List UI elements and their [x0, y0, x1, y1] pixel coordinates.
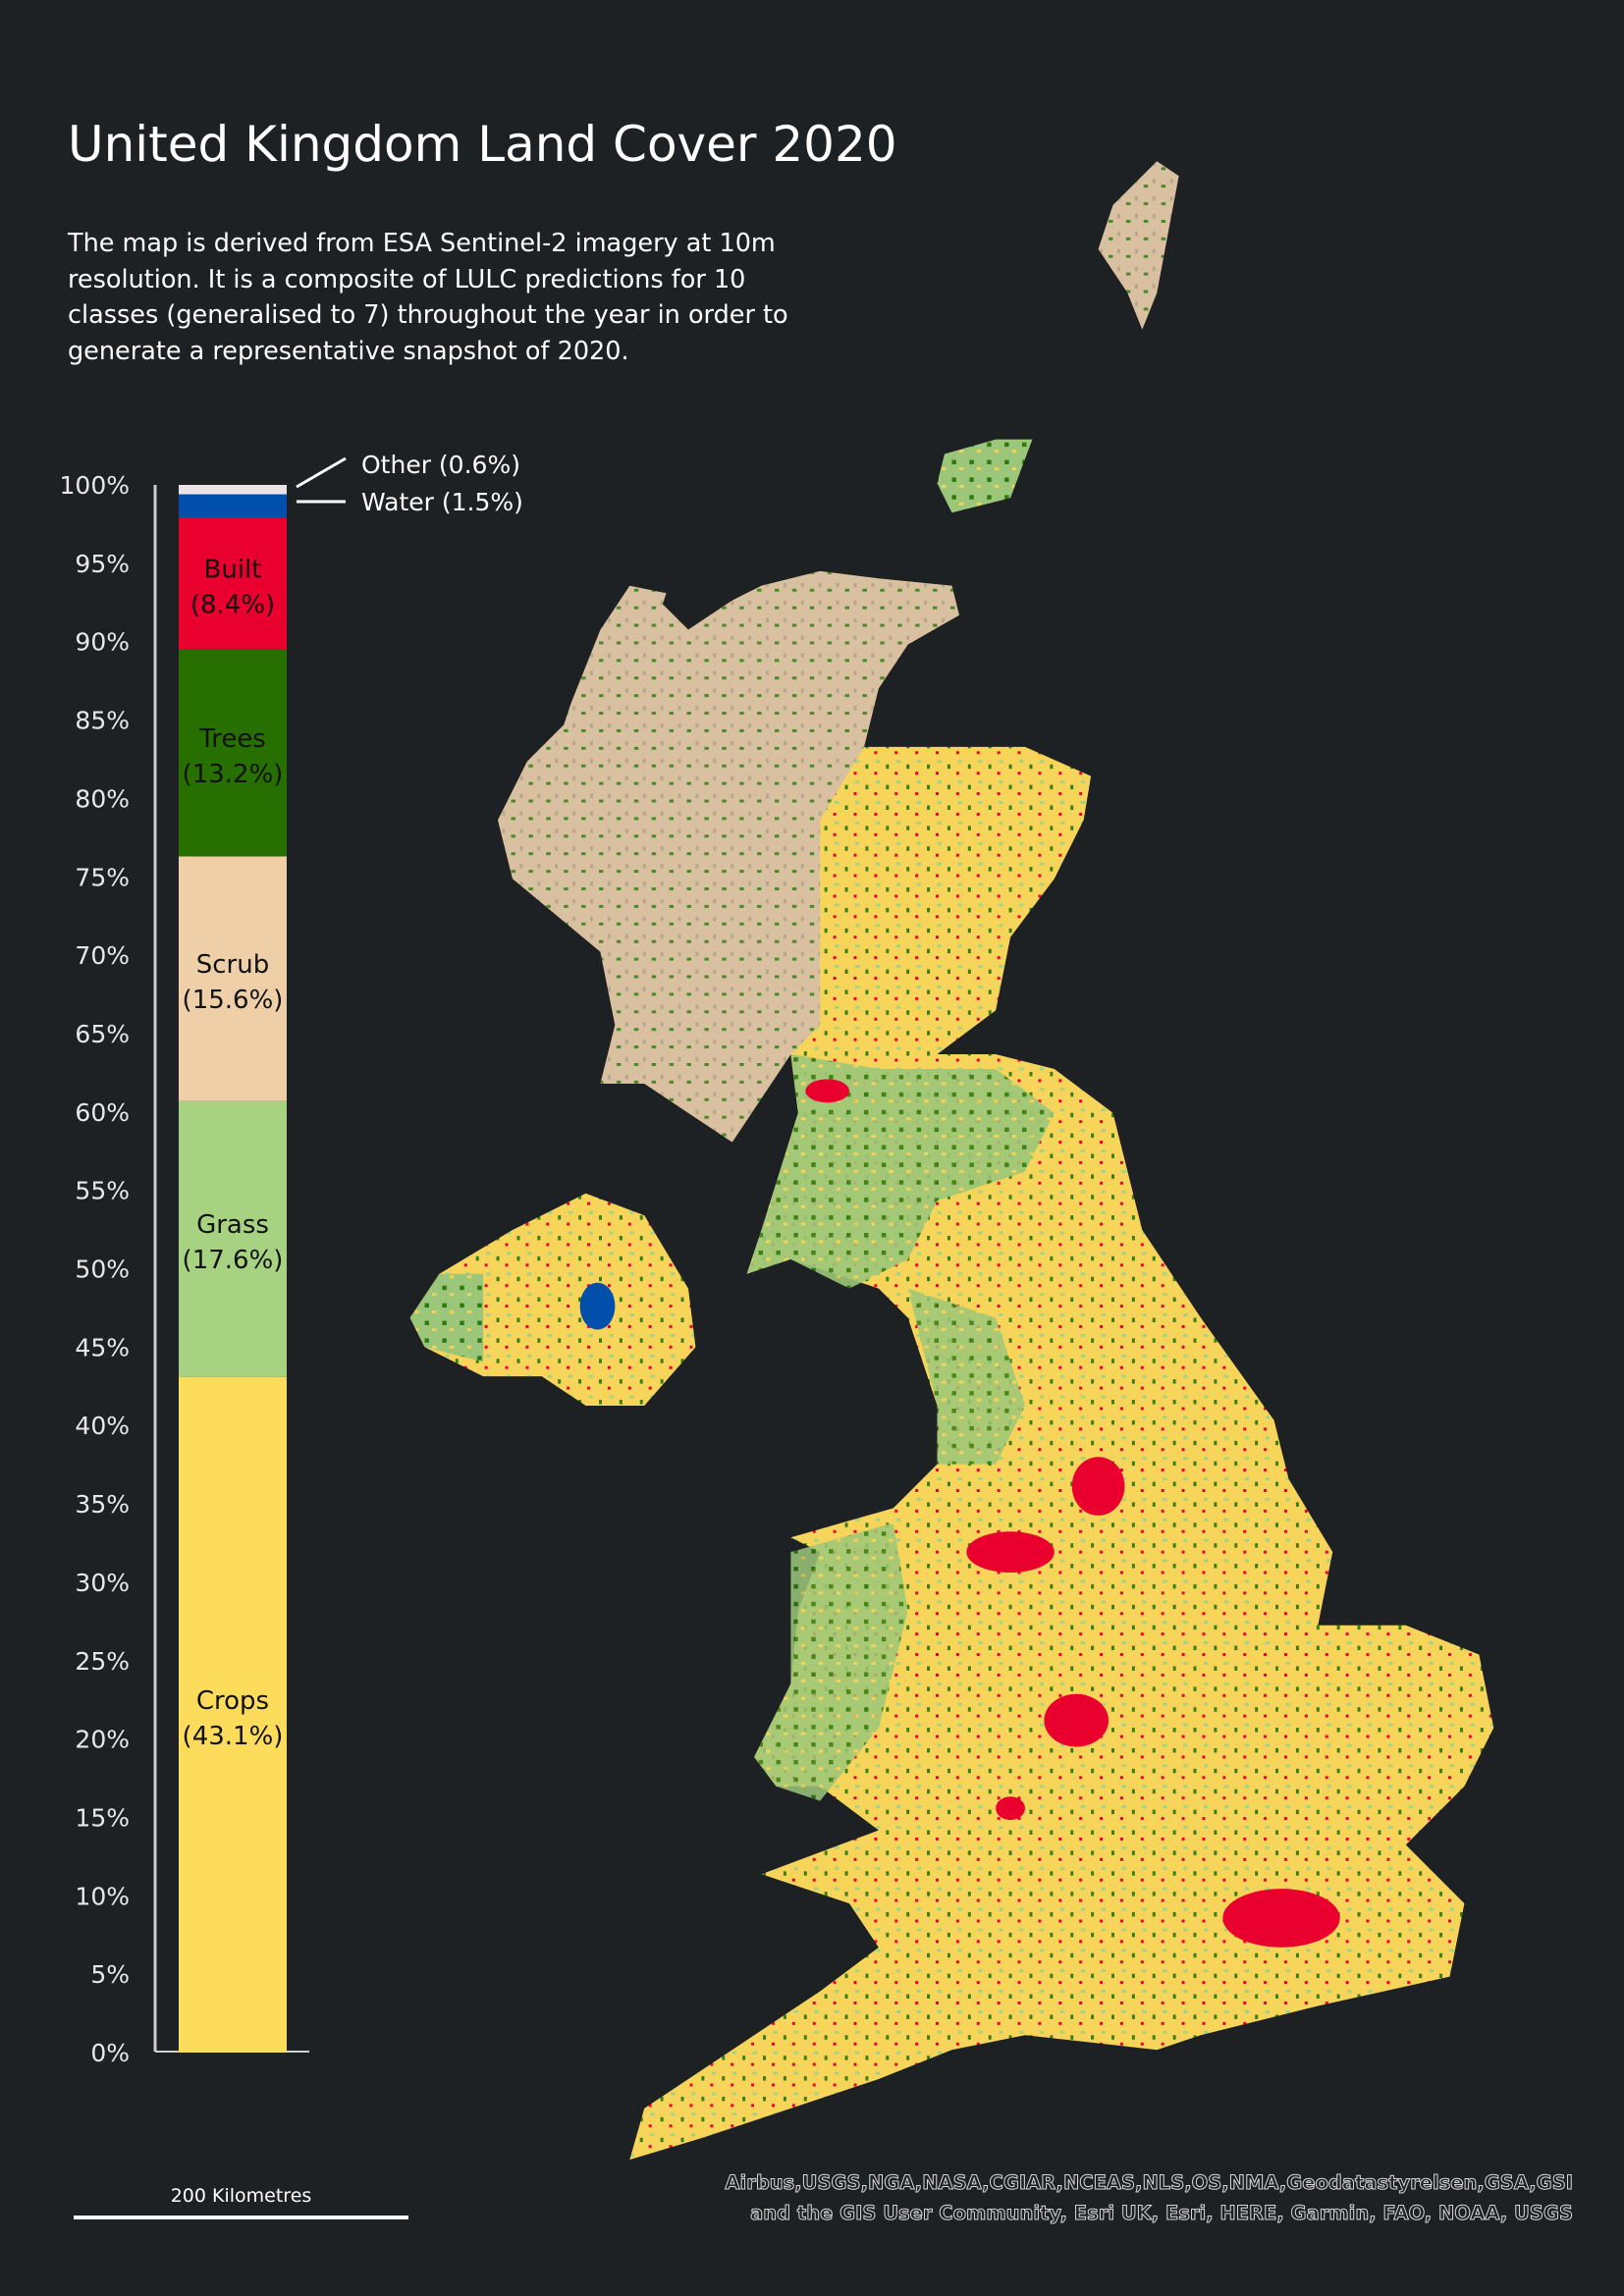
segment-percent-label: (17.6%) [183, 1246, 284, 1275]
y-tick-label: 65% [75, 1020, 130, 1048]
description-line: resolution. It is a composite of LULC pr… [68, 264, 746, 294]
water-label: Water (1.5%) [361, 488, 523, 516]
bar-segment-other [179, 485, 287, 495]
bar-segment-crops [179, 1376, 287, 2053]
map-description: The map is derived from ESA Sentinel-2 i… [68, 226, 814, 369]
shetland [1098, 161, 1179, 330]
y-tick-label: 0% [90, 2039, 130, 2067]
attribution: Airbus,USGS,NGA,NASA,CGIAR,NCEAS,NLS,OS,… [725, 2167, 1574, 2228]
orkney [937, 439, 1033, 513]
y-tick-label: 15% [75, 1803, 130, 1832]
y-tick-label: 75% [75, 863, 130, 891]
description-line: classes (generalised to 7) throughout th… [68, 300, 788, 330]
urban-areas [805, 1079, 1340, 1948]
bar-segment-trees [179, 649, 287, 857]
segment-name-label: Grass [196, 1210, 269, 1240]
bar-segment-water [179, 494, 287, 518]
attribution-line: Airbus,USGS,NGA,NASA,CGIAR,NCEAS,NLS,OS,… [725, 2171, 1574, 2195]
description-line: The map is derived from ESA Sentinel-2 i… [68, 229, 776, 258]
y-tick-label: 20% [75, 1726, 130, 1754]
outer-hebrides [513, 585, 667, 880]
segment-percent-label: (8.4%) [190, 591, 275, 620]
y-tick-label: 50% [75, 1255, 130, 1284]
map-title: United Kingdom Land Cover 2020 [68, 116, 897, 173]
scale-bar [74, 2216, 408, 2219]
northern-ireland [409, 1193, 696, 1406]
other-label: Other (0.6%) [361, 451, 520, 479]
y-tick-label: 55% [75, 1177, 130, 1205]
segment-name-label: Built [204, 556, 262, 585]
y-tick-label: 60% [75, 1098, 130, 1127]
segment-name-label: Trees [198, 724, 266, 754]
y-tick-label: 90% [75, 628, 130, 657]
y-tick-label: 80% [75, 784, 130, 813]
bar-segment-grass [179, 1100, 287, 1377]
y-tick-label: 85% [75, 707, 130, 735]
y-tick-label: 70% [75, 941, 130, 970]
segment-name-label: Scrub [196, 950, 269, 980]
y-tick-label: 35% [75, 1490, 130, 1519]
scale-bar-label: 200 Kilometres [170, 2185, 312, 2207]
lough-neagh [579, 1282, 616, 1330]
other-leader-line [296, 456, 347, 489]
bar-segment-built [179, 517, 287, 650]
segment-percent-label: (13.2%) [183, 760, 284, 789]
bar-segment-scrub [179, 856, 287, 1101]
segment-percent-label: (15.6%) [183, 986, 284, 1015]
y-tick-label: 5% [90, 1960, 130, 1989]
y-tick-label: 40% [75, 1412, 130, 1440]
description-line: generate a representative snapshot of 20… [68, 336, 629, 366]
y-tick-label: 100% [60, 471, 130, 500]
segment-name-label: Crops [196, 1686, 269, 1716]
segment-percent-label: (43.1%) [183, 1722, 284, 1751]
attribution-line: and the GIS User Community, Esri UK, Esr… [750, 2202, 1574, 2225]
y-tick-label: 95% [75, 550, 130, 578]
y-tick-label: 25% [75, 1647, 130, 1676]
y-tick-label: 10% [75, 1882, 130, 1910]
y-tick-label: 30% [75, 1569, 130, 1597]
y-tick-label: 45% [75, 1333, 130, 1362]
